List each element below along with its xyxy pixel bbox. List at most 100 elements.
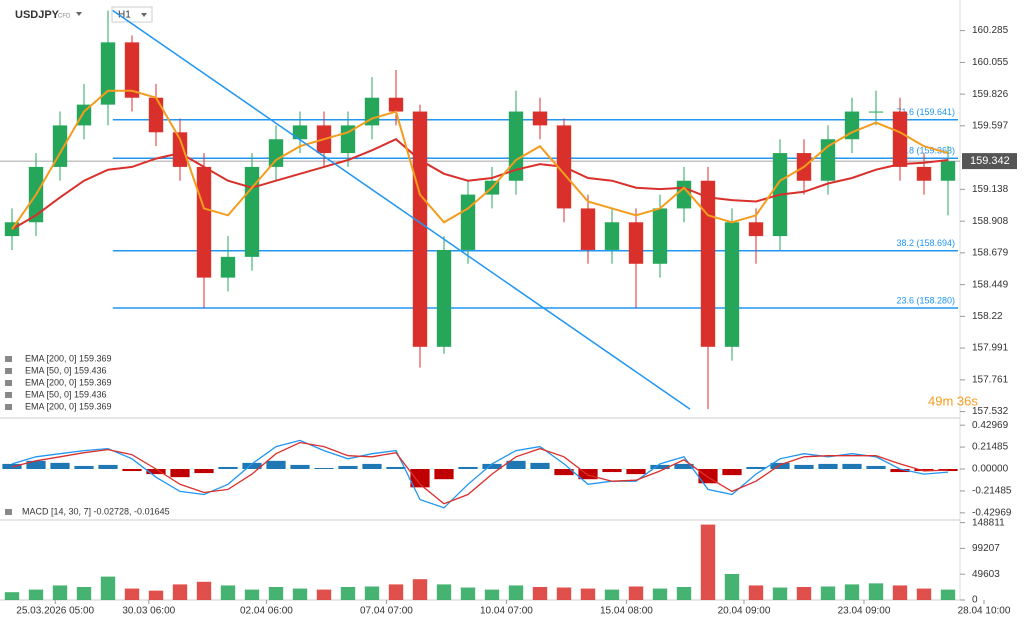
y-tick-label: 157.761 xyxy=(972,375,1009,386)
y-tick-label: 158.679 xyxy=(972,247,1009,258)
legend-entry: EMA [50, 0] 159.436 xyxy=(25,389,107,399)
y-tick-label: -0.42969 xyxy=(972,507,1012,518)
volume-bar xyxy=(676,587,692,600)
macd-histogram xyxy=(266,460,286,469)
volume-bar xyxy=(4,592,20,600)
y-tick-label: 158.908 xyxy=(972,216,1009,227)
legend-entry: EMA [200, 0] 159.369 xyxy=(25,377,112,387)
macd-histogram xyxy=(218,466,238,469)
candle-body xyxy=(196,166,212,278)
candle-body xyxy=(268,139,284,167)
volume-bar xyxy=(28,589,44,600)
volume-bar xyxy=(148,590,164,600)
macd-histogram xyxy=(434,469,454,480)
candle-body xyxy=(460,194,476,250)
fib-label: 23.6 (158.280) xyxy=(896,295,955,305)
y-tick-label: 99207 xyxy=(972,543,1000,554)
countdown: 49m 36s xyxy=(928,393,978,408)
candle-body xyxy=(76,104,92,126)
y-tick-label: 160.285 xyxy=(972,25,1009,36)
volume-bar xyxy=(772,587,788,600)
volume-bar xyxy=(652,588,668,600)
symbol-dropdown[interactable] xyxy=(76,12,82,16)
macd-line xyxy=(11,439,949,509)
legend-icon[interactable] xyxy=(5,404,12,410)
candle-body xyxy=(580,208,596,250)
current-price-box xyxy=(962,153,1017,170)
volume-bar xyxy=(268,587,284,600)
volume-bar xyxy=(412,579,428,600)
x-tick-label: 20.04 09:00 xyxy=(718,606,771,617)
macd-histogram xyxy=(674,463,694,469)
macd-histogram xyxy=(602,469,622,473)
y-tick-label: 159.597 xyxy=(972,120,1009,131)
macd-histogram xyxy=(746,466,766,469)
candle-body xyxy=(892,111,908,167)
macd-histogram xyxy=(386,466,406,469)
macd-histogram xyxy=(410,469,430,488)
macd-histogram xyxy=(482,463,502,469)
macd-histogram xyxy=(362,463,382,469)
macd-histogram xyxy=(458,466,478,469)
macd-histogram xyxy=(74,465,94,469)
trendline xyxy=(112,9,691,410)
instrument-type: CFD xyxy=(58,14,71,20)
volume-bar xyxy=(796,587,812,600)
y-tick-label: 158.22 xyxy=(972,311,1003,322)
macd-histogram xyxy=(890,469,910,473)
macd-histogram xyxy=(530,462,550,469)
y-tick-label: 157.532 xyxy=(972,406,1009,417)
current-price-label: 159.342 xyxy=(970,155,1010,167)
volume-bar xyxy=(340,587,356,600)
macd-histogram xyxy=(338,465,358,469)
candle-body xyxy=(844,111,860,140)
volume-bar xyxy=(220,585,236,600)
y-tick-label: 0 xyxy=(972,595,978,606)
symbol[interactable]: USDJPY xyxy=(15,9,60,21)
macd-histogram xyxy=(770,462,790,469)
candle-body xyxy=(652,208,668,264)
macd-histogram xyxy=(26,460,46,469)
timeframe-box[interactable] xyxy=(111,6,153,23)
macd-histogram xyxy=(290,464,310,469)
x-tick-label: 02.04 06:00 xyxy=(240,606,293,617)
macd-histogram xyxy=(842,463,862,469)
candle-body xyxy=(436,249,452,347)
legend-icon[interactable] xyxy=(5,380,12,386)
legend-entry: EMA [50, 0] 159.436 xyxy=(25,365,107,375)
volume-bar xyxy=(724,574,740,600)
legend-icon[interactable] xyxy=(5,368,12,374)
macd-histogram xyxy=(50,462,70,469)
legend-entry: EMA [200, 0] 159.369 xyxy=(25,401,112,411)
candle-body xyxy=(292,125,308,140)
macd-histogram xyxy=(650,464,670,469)
volume-bar xyxy=(172,584,188,600)
candle-body xyxy=(52,125,68,167)
x-tick-label: 07.04 07:00 xyxy=(360,606,413,617)
candle-body xyxy=(724,222,740,347)
macd-histogram xyxy=(170,469,190,478)
macd-histogram xyxy=(578,469,598,480)
legend-icon[interactable] xyxy=(5,392,12,398)
volume-bar xyxy=(604,589,620,600)
y-tick-label: 0.00000 xyxy=(972,464,1009,475)
legend-entry: EMA [200, 0] 159.369 xyxy=(25,353,112,363)
macd-histogram xyxy=(98,464,118,469)
volume-bar xyxy=(292,588,308,600)
macd-histogram xyxy=(722,469,742,476)
macd-histogram xyxy=(866,465,886,469)
volume-bar xyxy=(748,585,764,600)
timeframe-dropdown[interactable] xyxy=(141,13,147,17)
y-tick-label: 0.42969 xyxy=(972,420,1009,431)
fib-label: 61.8 (159.363) xyxy=(896,146,955,156)
legend-icon[interactable] xyxy=(5,356,12,362)
volume-bar xyxy=(388,584,404,600)
timeframe[interactable]: H1 xyxy=(118,10,131,21)
macd-histogram xyxy=(314,467,334,469)
volume-bar xyxy=(844,584,860,600)
x-tick-label: 15.04 08:00 xyxy=(600,606,653,617)
candle-body xyxy=(700,180,716,347)
volume-bar xyxy=(316,589,332,600)
fib-label: 38.2 (158.694) xyxy=(896,238,955,248)
y-tick-label: 159.138 xyxy=(972,184,1009,195)
